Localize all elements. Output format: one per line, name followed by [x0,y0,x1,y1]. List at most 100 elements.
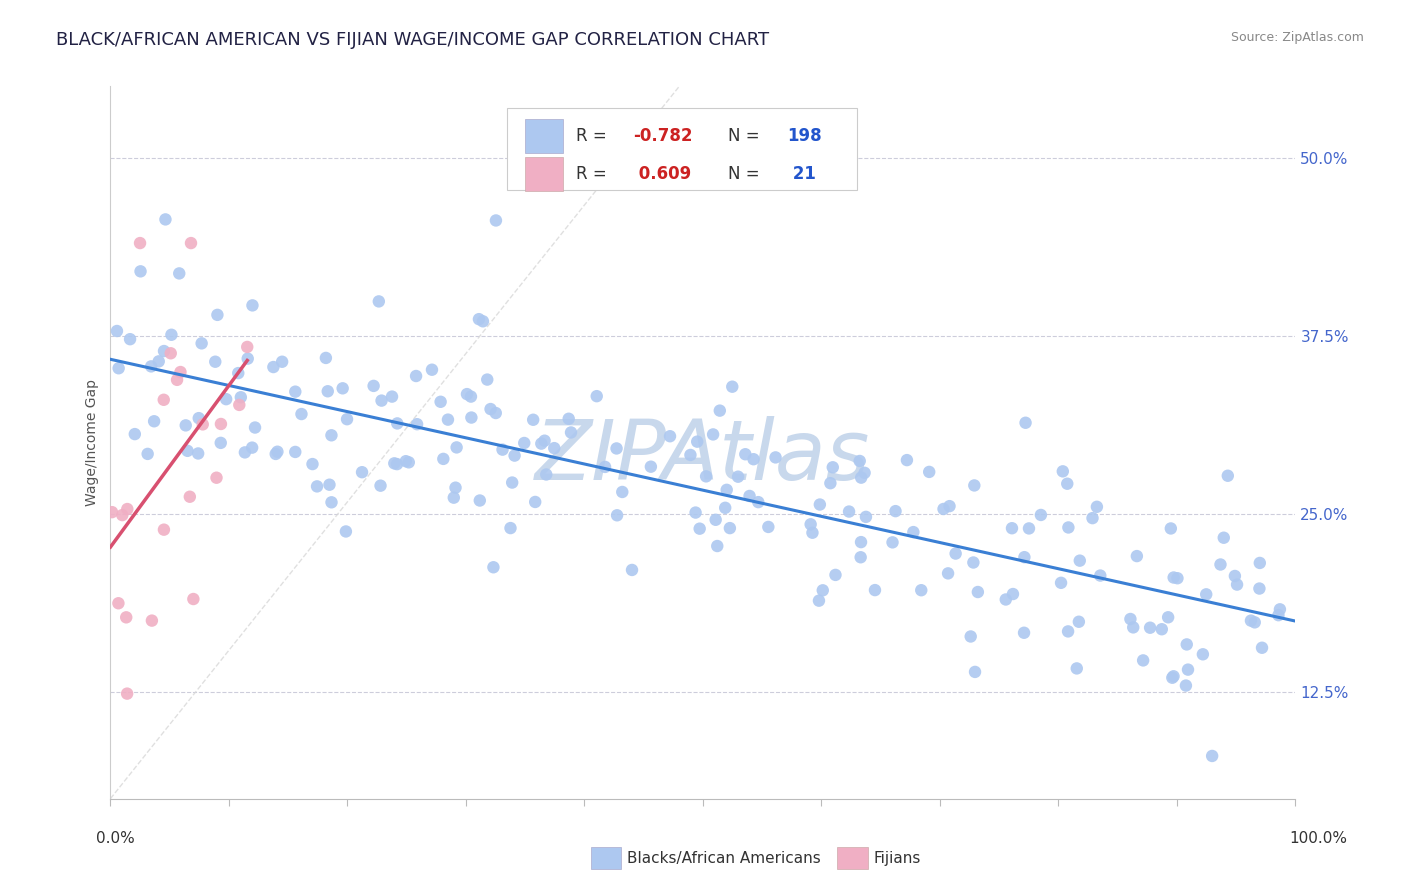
Point [1067,615,1090,629]
Point [1139,621,1161,635]
Point [1085,500,1108,514]
Point [316,384,339,399]
Point [129,264,152,278]
Point [482,560,505,574]
Point [1014,550,1036,565]
Point [1157,610,1180,624]
Point [190,336,212,351]
Point [141,359,163,374]
Point [336,412,359,426]
Point [1163,570,1185,584]
Point [160,327,183,342]
Text: 0.609: 0.609 [633,165,692,183]
Point [932,502,955,516]
Point [233,445,256,459]
Text: -0.782: -0.782 [633,128,693,145]
Point [209,417,232,431]
Point [863,583,886,598]
Point [264,447,287,461]
Point [236,351,259,366]
Point [141,614,163,628]
Text: Fijians: Fijians [873,851,921,865]
Point [560,425,582,440]
Point [801,525,824,540]
Point [1223,569,1246,583]
Bar [526,157,562,191]
Point [640,459,662,474]
Point [709,403,731,417]
Point [159,346,181,360]
Point [191,417,214,432]
Point [444,481,467,495]
Point [437,412,460,426]
Point [350,465,373,479]
Point [808,498,831,512]
Point [689,522,711,536]
Point [385,457,408,471]
Point [963,478,986,492]
Point [1166,571,1188,585]
Point [765,450,787,465]
Point [398,455,420,469]
Point [107,361,129,376]
Point [136,447,159,461]
Point [432,451,454,466]
Point [807,593,830,607]
Point [1174,679,1197,693]
Point [621,563,644,577]
Point [207,308,229,322]
Point [1069,554,1091,568]
Point [332,381,354,395]
Point [1001,587,1024,601]
Text: Source: ZipAtlas.com: Source: ZipAtlas.com [1230,31,1364,45]
Point [1001,521,1024,535]
Point [1268,602,1291,616]
Point [721,380,744,394]
Point [1212,531,1234,545]
Point [174,418,197,433]
Point [685,506,707,520]
Point [522,413,544,427]
Point [209,435,232,450]
Point [1150,622,1173,636]
Point [1126,549,1149,563]
Point [530,436,553,450]
Bar [508,108,858,190]
Point [290,407,312,421]
Point [884,504,907,518]
Point [335,524,357,539]
Point [503,449,526,463]
Point [491,442,513,457]
Point [318,477,340,491]
Point [1018,521,1040,535]
Point [1249,556,1271,570]
Point [229,390,252,404]
Point [460,410,482,425]
Point [166,373,188,387]
Text: N =: N = [728,165,765,183]
Point [321,495,343,509]
Point [811,583,834,598]
Point [187,411,209,425]
Point [1192,648,1215,662]
Point [557,411,579,425]
Point [1052,464,1074,478]
Point [129,236,152,251]
Point [1161,671,1184,685]
Point [1209,558,1232,572]
Point [471,314,494,328]
Point [284,384,307,399]
Point [536,467,558,482]
Point [1267,608,1289,623]
Point [187,446,209,460]
Point [115,610,138,624]
Point [1090,568,1112,582]
Text: Blacks/African Americans: Blacks/African Americans [627,851,821,865]
Point [148,354,170,368]
Point [382,456,405,470]
Point [1216,468,1239,483]
Point [1119,612,1142,626]
Point [117,502,139,516]
Point [236,340,259,354]
Point [1240,614,1263,628]
